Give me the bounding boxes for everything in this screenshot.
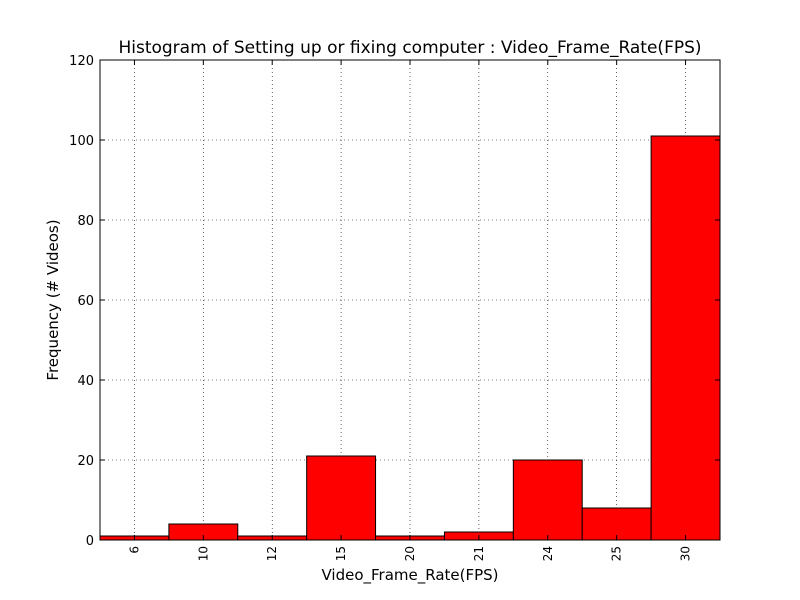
y-tick-label: 0 <box>86 534 94 549</box>
bar-30 <box>650 135 721 541</box>
y-tick-label: 80 <box>77 214 94 229</box>
bar-24 <box>512 459 583 541</box>
x-axis-label: Video_Frame_Rate(FPS) <box>321 566 498 585</box>
y-tick-label: 20 <box>77 454 94 469</box>
x-axis-ticks: 6 10 12 15 20 21 24 25 30 <box>127 60 693 561</box>
x-tick-label: 21 <box>472 546 486 561</box>
y-axis-ticks: 0 20 40 60 80 100 120 <box>69 54 720 549</box>
x-tick-label: 12 <box>265 546 279 561</box>
chart-title: Histogram of Setting up or fixing comput… <box>118 38 701 58</box>
x-tick-label: 10 <box>196 546 210 561</box>
y-axis-label: Frequency (# Videos) <box>44 219 62 380</box>
y-tick-label: 100 <box>69 134 94 149</box>
x-tick-label: 15 <box>334 546 348 561</box>
grid-lines <box>100 60 720 540</box>
y-tick-label: 40 <box>77 374 94 389</box>
y-tick-label: 120 <box>69 54 94 69</box>
x-tick-label: 24 <box>541 546 555 561</box>
y-tick-label: 60 <box>77 294 94 309</box>
x-tick-label: 6 <box>127 546 141 554</box>
x-tick-label: 20 <box>403 546 417 561</box>
bar-15 <box>306 455 377 541</box>
x-tick-label: 30 <box>679 546 693 561</box>
x-tick-label: 25 <box>610 546 624 561</box>
